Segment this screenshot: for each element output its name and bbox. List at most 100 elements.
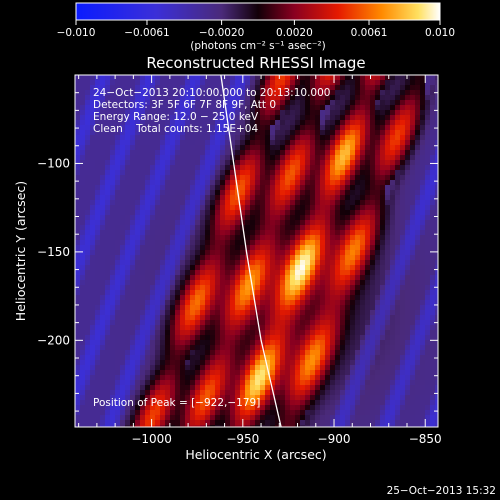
heatmap-cell (130, 140, 135, 145)
heatmap-cell (100, 250, 105, 255)
heatmap-cell (160, 240, 165, 245)
heatmap-cell (195, 215, 200, 220)
heatmap-cell (150, 355, 155, 360)
heatmap-cell (285, 320, 290, 325)
heatmap-cell (250, 230, 255, 235)
heatmap-cell (215, 280, 220, 285)
heatmap-cell (135, 405, 140, 410)
heatmap-cell (310, 95, 315, 100)
heatmap-cell (210, 340, 215, 345)
heatmap-cell (355, 210, 360, 215)
heatmap-cell (395, 345, 400, 350)
heatmap-cell (310, 235, 315, 240)
heatmap-cell (275, 405, 280, 410)
heatmap-cell (75, 270, 80, 275)
heatmap-cell (345, 330, 350, 335)
heatmap-cell (325, 370, 330, 375)
heatmap-cell (95, 350, 100, 355)
heatmap-cell (140, 390, 145, 395)
heatmap-cell (95, 260, 100, 265)
heatmap-cell (135, 185, 140, 190)
heatmap-cell (165, 210, 170, 215)
heatmap-cell (115, 370, 120, 375)
heatmap-cell (360, 115, 365, 120)
heatmap-cell (330, 145, 335, 150)
heatmap-cell (435, 170, 438, 175)
heatmap-cell (170, 340, 175, 345)
heatmap-cell (120, 185, 125, 190)
heatmap-cell (335, 355, 340, 360)
heatmap-cell (420, 90, 425, 95)
heatmap-cell (310, 370, 315, 375)
heatmap-cell (235, 375, 240, 380)
heatmap-cell (140, 165, 145, 170)
heatmap-cell (200, 200, 205, 205)
heatmap-cell (90, 325, 95, 330)
heatmap-cell (230, 370, 235, 375)
heatmap-cell (345, 360, 350, 365)
heatmap-cell (175, 200, 180, 205)
heatmap-cell (215, 140, 220, 145)
heatmap-cell (375, 225, 380, 230)
heatmap-cell (435, 340, 438, 345)
heatmap-cell (350, 145, 355, 150)
heatmap-cell (125, 380, 130, 385)
heatmap-cell (410, 135, 415, 140)
heatmap-cell (405, 165, 410, 170)
heatmap-cell (135, 415, 140, 420)
heatmap-cell (240, 135, 245, 140)
heatmap-cell (350, 115, 355, 120)
heatmap-cell (205, 275, 210, 280)
heatmap-cell (280, 300, 285, 305)
heatmap-cell (90, 210, 95, 215)
heatmap-cell (95, 275, 100, 280)
heatmap-cell (415, 160, 420, 165)
heatmap-cell (430, 255, 435, 260)
heatmap-cell (260, 290, 265, 295)
heatmap-cell (365, 80, 370, 85)
heatmap-cell (155, 195, 160, 200)
heatmap-cell (315, 90, 320, 95)
heatmap-cell (130, 335, 135, 340)
heatmap-cell (215, 150, 220, 155)
heatmap-cell (415, 280, 420, 285)
heatmap-cell (100, 280, 105, 285)
heatmap-cell (185, 400, 190, 405)
heatmap-cell (330, 280, 335, 285)
heatmap-cell (140, 400, 145, 405)
heatmap-cell (110, 95, 115, 100)
heatmap-cell (425, 375, 430, 380)
heatmap-cell (430, 210, 435, 215)
heatmap-cell (190, 220, 195, 225)
heatmap-cell (295, 155, 300, 160)
heatmap-cell (325, 295, 330, 300)
heatmap-cell (430, 310, 435, 315)
heatmap-cell (310, 140, 315, 145)
heatmap-cell (305, 405, 310, 410)
heatmap-cell (235, 125, 240, 130)
heatmap-cell (170, 385, 175, 390)
heatmap-cell (175, 290, 180, 295)
heatmap-cell (340, 145, 345, 150)
heatmap-cell (305, 210, 310, 215)
heatmap-cell (250, 90, 255, 95)
heatmap-cell (385, 85, 390, 90)
heatmap-cell (385, 255, 390, 260)
heatmap-cell (170, 375, 175, 380)
heatmap-cell (85, 180, 90, 185)
heatmap-cell (120, 405, 125, 410)
heatmap-cell (435, 345, 438, 350)
heatmap-cell (390, 180, 395, 185)
heatmap-cell (280, 280, 285, 285)
heatmap-cell (340, 285, 345, 290)
heatmap-cell (150, 120, 155, 125)
heatmap-cell (290, 145, 295, 150)
heatmap-cell (140, 255, 145, 260)
heatmap-cell (135, 395, 140, 400)
heatmap-cell (370, 330, 375, 335)
heatmap-cell (95, 140, 100, 145)
heatmap-cell (430, 330, 435, 335)
heatmap-cell (355, 75, 360, 80)
heatmap-cell (230, 245, 235, 250)
heatmap-cell (165, 230, 170, 235)
